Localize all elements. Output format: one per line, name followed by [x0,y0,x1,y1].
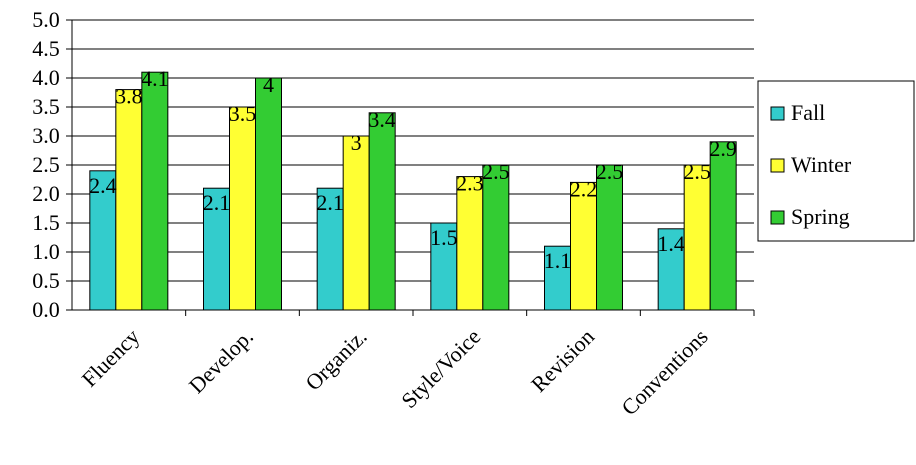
data-label: 1.1 [544,248,572,273]
bar-winter-5 [683,164,711,311]
bar-spring-4 [596,164,623,311]
bar-fall-1 [203,187,230,311]
bar-winter-4 [570,181,597,311]
y-tick-label: 3.0 [32,123,60,148]
x-category-label: Develop. [184,324,258,398]
bar-winter-3 [456,176,484,311]
bar-fall-3 [430,222,458,311]
legend-swatch-winter [770,158,785,173]
data-label: 3.8 [115,84,143,109]
y-tick-label: 2.0 [32,181,60,206]
x-category-label: Revision [526,324,599,397]
data-label: 2.5 [683,159,711,184]
x-category-label: Style/Voice [396,324,485,413]
data-label: 4 [263,72,274,97]
y-tick-label: 4.0 [32,65,60,90]
y-tick-label: 0.0 [32,297,60,322]
data-label: 2.5 [482,159,510,184]
data-label: 3.5 [229,101,257,126]
bar-spring-5 [709,141,737,311]
legend-label-winter: Winter [791,152,852,177]
data-label: 2.5 [596,159,624,184]
bar-winter-1 [229,106,256,311]
y-tick-label: 4.5 [32,36,60,61]
data-label: 2.2 [570,176,598,201]
data-label: 2.1 [316,190,344,215]
bars [89,71,737,311]
data-label: 3.4 [368,107,396,132]
y-tick-label: 0.5 [32,268,60,293]
y-tick-label: 1.5 [32,210,60,235]
data-label: 2.9 [709,136,737,161]
gridlines [72,19,754,282]
data-label: 1.5 [430,225,458,250]
y-tick-label: 5.0 [32,7,60,32]
bar-spring-1 [255,77,282,311]
x-category-labels: Fluency Develop. Organiz. Style/Voice Revisi… [77,324,713,420]
y-tick-label: 3.5 [32,94,60,119]
data-label: 3 [351,130,362,155]
bar-spring-0 [141,71,169,311]
bar-spring-2 [368,112,396,311]
x-category-label: Conventions [616,324,712,420]
data-label: 2.3 [456,171,484,196]
y-tick-labels: 0.0 0.5 1.0 1.5 2.0 2.5 3.0 3.5 4.0 4.5 5.0 [32,7,60,322]
legend: Fall Winter Spring [757,80,915,242]
bar-spring-3 [482,164,510,311]
legend-label-spring: Spring [791,204,850,229]
axes [66,19,755,316]
y-tick-label: 2.5 [32,152,60,177]
legend-label-fall: Fall [791,100,825,125]
legend-swatch-spring [770,210,785,225]
data-label: 2.4 [89,173,117,198]
bar-fall-4 [544,245,571,311]
bar-winter-2 [342,135,370,311]
legend-swatch-fall [770,106,785,121]
data-label: 2.1 [203,190,231,215]
data-label: 1.4 [657,231,685,256]
data-labels: 2.43.84.12.13.542.133.41.52.32.51.12.22.… [89,66,737,273]
bar-fall-5 [657,228,685,311]
data-label: 4.1 [141,66,169,91]
x-category-label: Fluency [77,324,145,392]
bar-winter-0 [115,89,143,311]
y-tick-label: 1.0 [32,239,60,264]
x-category-label: Organiz. [300,324,371,395]
